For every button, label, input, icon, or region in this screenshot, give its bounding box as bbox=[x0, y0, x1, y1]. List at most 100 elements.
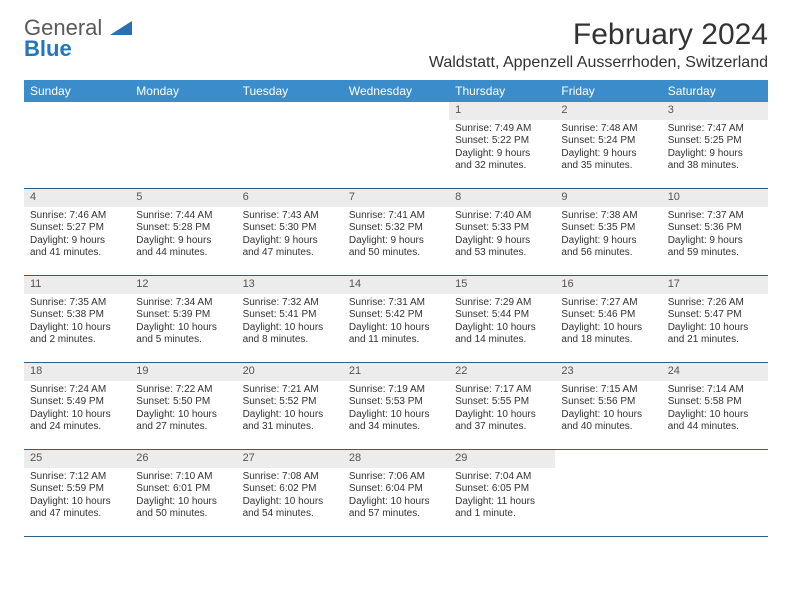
sunset-text: Sunset: 5:47 PM bbox=[668, 309, 762, 322]
daylight-text: and 32 minutes. bbox=[455, 160, 549, 173]
day-cell: 14Sunrise: 7:31 AMSunset: 5:42 PMDayligh… bbox=[343, 276, 449, 362]
sunset-text: Sunset: 6:02 PM bbox=[243, 483, 337, 496]
day-number: 17 bbox=[662, 276, 768, 294]
day-details: Sunrise: 7:29 AMSunset: 5:44 PMDaylight:… bbox=[449, 294, 555, 352]
day-number: 23 bbox=[555, 363, 661, 381]
day-cell: 11Sunrise: 7:35 AMSunset: 5:38 PMDayligh… bbox=[24, 276, 130, 362]
day-number: 7 bbox=[343, 189, 449, 207]
sunrise-text: Sunrise: 7:38 AM bbox=[561, 210, 655, 223]
day-cell bbox=[237, 102, 343, 188]
daylight-text: Daylight: 10 hours bbox=[136, 409, 230, 422]
day-cell bbox=[24, 102, 130, 188]
weekday-header: Wednesday bbox=[343, 80, 449, 102]
day-details: Sunrise: 7:26 AMSunset: 5:47 PMDaylight:… bbox=[662, 294, 768, 352]
daylight-text: Daylight: 10 hours bbox=[243, 496, 337, 509]
sunrise-text: Sunrise: 7:29 AM bbox=[455, 297, 549, 310]
day-number: 5 bbox=[130, 189, 236, 207]
daylight-text: Daylight: 10 hours bbox=[243, 322, 337, 335]
daylight-text: Daylight: 10 hours bbox=[136, 322, 230, 335]
day-number: 14 bbox=[343, 276, 449, 294]
daylight-text: Daylight: 10 hours bbox=[349, 496, 443, 509]
day-cell: 4Sunrise: 7:46 AMSunset: 5:27 PMDaylight… bbox=[24, 189, 130, 275]
calendar: SundayMondayTuesdayWednesdayThursdayFrid… bbox=[24, 80, 768, 537]
day-details: Sunrise: 7:35 AMSunset: 5:38 PMDaylight:… bbox=[24, 294, 130, 352]
day-number: 8 bbox=[449, 189, 555, 207]
sunset-text: Sunset: 5:55 PM bbox=[455, 396, 549, 409]
day-details: Sunrise: 7:04 AMSunset: 6:05 PMDaylight:… bbox=[449, 468, 555, 526]
sunrise-text: Sunrise: 7:35 AM bbox=[30, 297, 124, 310]
day-details: Sunrise: 7:27 AMSunset: 5:46 PMDaylight:… bbox=[555, 294, 661, 352]
sunset-text: Sunset: 5:58 PM bbox=[668, 396, 762, 409]
week-row: 4Sunrise: 7:46 AMSunset: 5:27 PMDaylight… bbox=[24, 189, 768, 276]
sunrise-text: Sunrise: 7:14 AM bbox=[668, 384, 762, 397]
day-number: 20 bbox=[237, 363, 343, 381]
daylight-text: and 53 minutes. bbox=[455, 247, 549, 260]
sunset-text: Sunset: 5:50 PM bbox=[136, 396, 230, 409]
day-cell: 20Sunrise: 7:21 AMSunset: 5:52 PMDayligh… bbox=[237, 363, 343, 449]
sunset-text: Sunset: 6:04 PM bbox=[349, 483, 443, 496]
daylight-text: and 44 minutes. bbox=[136, 247, 230, 260]
day-details: Sunrise: 7:43 AMSunset: 5:30 PMDaylight:… bbox=[237, 207, 343, 265]
day-details: Sunrise: 7:38 AMSunset: 5:35 PMDaylight:… bbox=[555, 207, 661, 265]
day-cell: 10Sunrise: 7:37 AMSunset: 5:36 PMDayligh… bbox=[662, 189, 768, 275]
day-cell: 8Sunrise: 7:40 AMSunset: 5:33 PMDaylight… bbox=[449, 189, 555, 275]
weekday-header: Saturday bbox=[662, 80, 768, 102]
sunset-text: Sunset: 5:35 PM bbox=[561, 222, 655, 235]
weekday-header: Tuesday bbox=[237, 80, 343, 102]
sunrise-text: Sunrise: 7:17 AM bbox=[455, 384, 549, 397]
daylight-text: Daylight: 10 hours bbox=[455, 322, 549, 335]
day-details: Sunrise: 7:37 AMSunset: 5:36 PMDaylight:… bbox=[662, 207, 768, 265]
day-number: 6 bbox=[237, 189, 343, 207]
daylight-text: Daylight: 9 hours bbox=[561, 148, 655, 161]
day-details: Sunrise: 7:19 AMSunset: 5:53 PMDaylight:… bbox=[343, 381, 449, 439]
daylight-text: Daylight: 10 hours bbox=[349, 322, 443, 335]
day-cell: 9Sunrise: 7:38 AMSunset: 5:35 PMDaylight… bbox=[555, 189, 661, 275]
day-details: Sunrise: 7:34 AMSunset: 5:39 PMDaylight:… bbox=[130, 294, 236, 352]
day-number: 15 bbox=[449, 276, 555, 294]
day-details: Sunrise: 7:10 AMSunset: 6:01 PMDaylight:… bbox=[130, 468, 236, 526]
day-details: Sunrise: 7:24 AMSunset: 5:49 PMDaylight:… bbox=[24, 381, 130, 439]
day-cell: 22Sunrise: 7:17 AMSunset: 5:55 PMDayligh… bbox=[449, 363, 555, 449]
daylight-text: Daylight: 10 hours bbox=[455, 409, 549, 422]
daylight-text: Daylight: 9 hours bbox=[349, 235, 443, 248]
sunset-text: Sunset: 5:41 PM bbox=[243, 309, 337, 322]
sunrise-text: Sunrise: 7:12 AM bbox=[30, 471, 124, 484]
sunset-text: Sunset: 5:42 PM bbox=[349, 309, 443, 322]
day-details: Sunrise: 7:32 AMSunset: 5:41 PMDaylight:… bbox=[237, 294, 343, 352]
daylight-text: and 50 minutes. bbox=[349, 247, 443, 260]
location-subtitle: Waldstatt, Appenzell Ausserrhoden, Switz… bbox=[429, 54, 768, 72]
daylight-text: and 50 minutes. bbox=[136, 508, 230, 521]
day-details: Sunrise: 7:49 AMSunset: 5:22 PMDaylight:… bbox=[449, 120, 555, 178]
sunset-text: Sunset: 5:28 PM bbox=[136, 222, 230, 235]
daylight-text: Daylight: 9 hours bbox=[455, 235, 549, 248]
day-details: Sunrise: 7:21 AMSunset: 5:52 PMDaylight:… bbox=[237, 381, 343, 439]
weekday-header-row: SundayMondayTuesdayWednesdayThursdayFrid… bbox=[24, 80, 768, 102]
daylight-text: and 59 minutes. bbox=[668, 247, 762, 260]
day-number: 18 bbox=[24, 363, 130, 381]
daylight-text: Daylight: 9 hours bbox=[30, 235, 124, 248]
sunrise-text: Sunrise: 7:19 AM bbox=[349, 384, 443, 397]
day-details: Sunrise: 7:17 AMSunset: 5:55 PMDaylight:… bbox=[449, 381, 555, 439]
day-cell: 29Sunrise: 7:04 AMSunset: 6:05 PMDayligh… bbox=[449, 450, 555, 536]
sunrise-text: Sunrise: 7:32 AM bbox=[243, 297, 337, 310]
daylight-text: and 14 minutes. bbox=[455, 334, 549, 347]
sunrise-text: Sunrise: 7:48 AM bbox=[561, 123, 655, 136]
sunrise-text: Sunrise: 7:44 AM bbox=[136, 210, 230, 223]
daylight-text: and 35 minutes. bbox=[561, 160, 655, 173]
weekday-header: Thursday bbox=[449, 80, 555, 102]
day-number: 19 bbox=[130, 363, 236, 381]
sunrise-text: Sunrise: 7:26 AM bbox=[668, 297, 762, 310]
sunrise-text: Sunrise: 7:06 AM bbox=[349, 471, 443, 484]
day-number: 9 bbox=[555, 189, 661, 207]
daylight-text: and 31 minutes. bbox=[243, 421, 337, 434]
daylight-text: and 54 minutes. bbox=[243, 508, 337, 521]
weekday-header: Monday bbox=[130, 80, 236, 102]
sunset-text: Sunset: 5:30 PM bbox=[243, 222, 337, 235]
week-row: 18Sunrise: 7:24 AMSunset: 5:49 PMDayligh… bbox=[24, 363, 768, 450]
daylight-text: Daylight: 10 hours bbox=[561, 409, 655, 422]
day-details: Sunrise: 7:14 AMSunset: 5:58 PMDaylight:… bbox=[662, 381, 768, 439]
daylight-text: and 5 minutes. bbox=[136, 334, 230, 347]
day-number: 28 bbox=[343, 450, 449, 468]
daylight-text: and 18 minutes. bbox=[561, 334, 655, 347]
day-details: Sunrise: 7:12 AMSunset: 5:59 PMDaylight:… bbox=[24, 468, 130, 526]
